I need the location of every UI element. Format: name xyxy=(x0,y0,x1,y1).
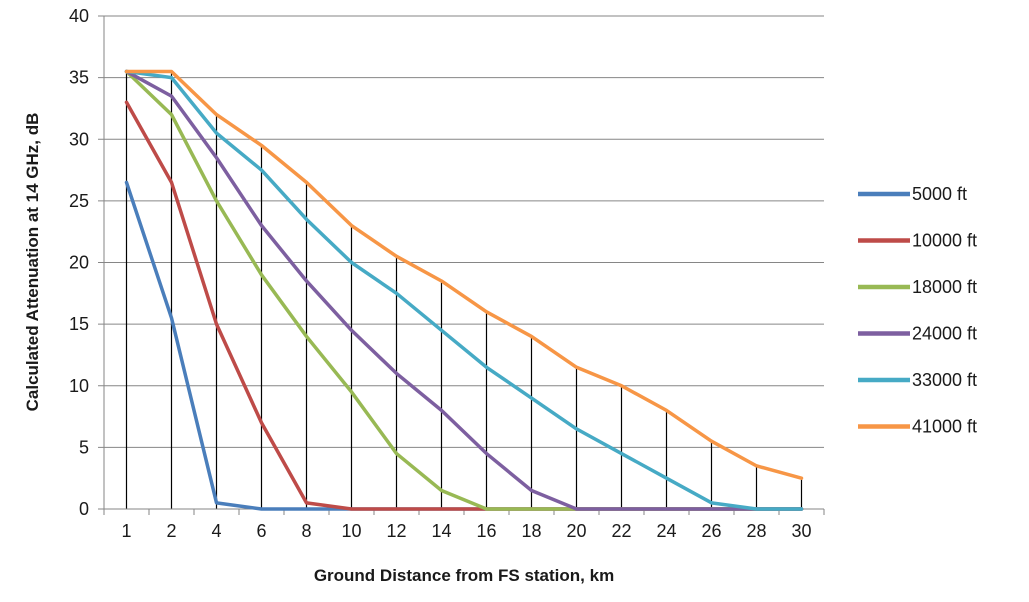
y-tick-label: 5 xyxy=(79,437,89,457)
y-tick-label: 10 xyxy=(69,376,89,396)
y-tick-label: 35 xyxy=(69,68,89,88)
y-tick-label: 20 xyxy=(69,253,89,273)
y-tick-label: 15 xyxy=(69,314,89,334)
series-line-41000-ft xyxy=(124,69,804,480)
legend-label: 24000 ft xyxy=(912,324,977,344)
y-tick-label: 40 xyxy=(69,6,89,26)
legend-label: 18000 ft xyxy=(912,277,977,297)
x-tick-label: 24 xyxy=(656,521,676,541)
x-tick-label: 6 xyxy=(256,521,266,541)
x-tick-label: 22 xyxy=(611,521,631,541)
legend-label: 41000 ft xyxy=(912,417,977,437)
legend-label: 33000 ft xyxy=(912,370,977,390)
x-tick-label: 14 xyxy=(431,521,451,541)
x-tick-labels: 1 2 4 6 8 10 12 14 16 18 20 22 24 26 28 30 xyxy=(121,521,811,541)
axes xyxy=(98,15,825,515)
x-tick-label: 1 xyxy=(121,521,131,541)
x-tick-label: 20 xyxy=(566,521,586,541)
y-axis-title: Calculated Attenuation at 14 GHz, dB xyxy=(23,113,42,412)
x-tick-label: 8 xyxy=(301,521,311,541)
series-line-33000-ft xyxy=(124,69,804,511)
legend: 5000 ft 10000 ft 18000 ft 24000 ft 33000 ft 4… xyxy=(858,184,977,437)
series-line-18000-ft xyxy=(124,69,804,511)
x-tick-label: 4 xyxy=(211,521,221,541)
y-tick-label: 0 xyxy=(79,499,89,519)
x-tick-label: 2 xyxy=(166,521,176,541)
y-tick-label: 25 xyxy=(69,191,89,211)
x-axis-title: Ground Distance from FS station, km xyxy=(314,566,614,585)
x-tick-label: 28 xyxy=(746,521,766,541)
x-tick-label: 18 xyxy=(521,521,541,541)
series-line-24000-ft xyxy=(124,69,804,511)
x-tick-label: 12 xyxy=(386,521,406,541)
series-lines xyxy=(124,69,804,511)
x-tick-label: 30 xyxy=(791,521,811,541)
x-tick-label: 16 xyxy=(476,521,496,541)
legend-label: 5000 ft xyxy=(912,184,967,204)
series-line-10000-ft xyxy=(124,100,804,511)
gridlines xyxy=(104,15,824,448)
drop-lines xyxy=(125,71,803,509)
x-tick-label: 26 xyxy=(701,521,721,541)
legend-label: 10000 ft xyxy=(912,231,977,251)
y-tick-labels: 0 5 10 15 20 25 30 35 40 xyxy=(69,6,89,519)
y-tick-label: 30 xyxy=(69,129,89,149)
x-tick-label: 10 xyxy=(341,521,361,541)
